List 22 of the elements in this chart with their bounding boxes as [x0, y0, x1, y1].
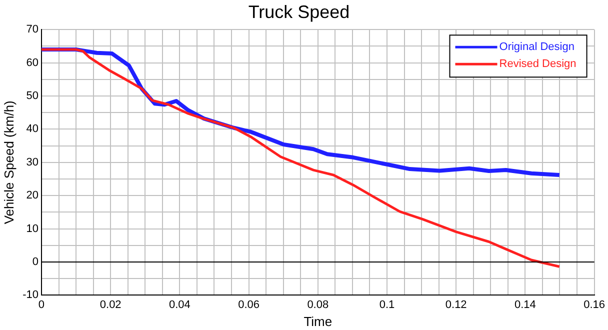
x-tick-label: 0.16 [584, 298, 606, 311]
x-tick-label: 0.12 [445, 298, 467, 311]
y-tick-label: 20 [26, 190, 38, 202]
chart-title: Truck Speed [248, 2, 350, 22]
y-tick-label: 0 [32, 256, 38, 268]
x-tick-label: 0.06 [238, 298, 260, 311]
y-tick-label: -10 [22, 289, 38, 302]
x-tick-label: 0.08 [307, 298, 329, 311]
legend-label: Original Design [499, 41, 574, 54]
y-tick-label: 50 [26, 90, 38, 102]
y-tick-label: 60 [26, 56, 38, 69]
x-tick-label: 0.14 [514, 298, 536, 311]
y-tick-label: 40 [26, 123, 38, 136]
y-tick-label: 10 [26, 222, 38, 235]
y-tick-label: 70 [26, 24, 38, 36]
x-tick-label: 0.04 [168, 298, 190, 311]
x-tick-label: 0.02 [100, 298, 122, 311]
legend-label: Revised Design [499, 58, 576, 70]
x-tick-label: 0.1 [379, 298, 395, 311]
x-axis-title: Time [304, 314, 332, 329]
y-axis-title: Vehicle Speed (km/h) [1, 100, 16, 224]
y-tick-label: 30 [26, 156, 38, 168]
